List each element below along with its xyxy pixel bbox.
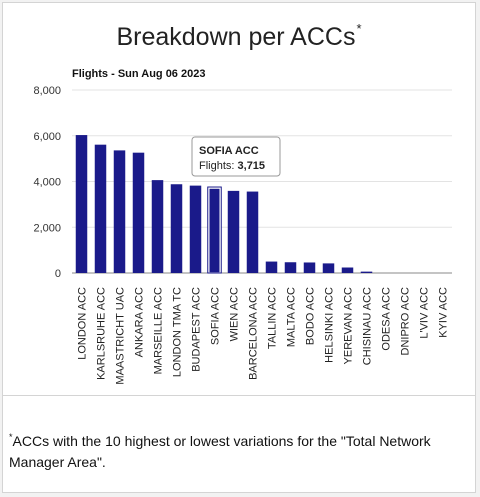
bar[interactable]	[322, 263, 335, 273]
x-tick-label: TALLIN ACC	[267, 287, 279, 349]
bar[interactable]	[113, 150, 126, 273]
bar[interactable]	[132, 152, 145, 273]
bar[interactable]	[151, 180, 164, 273]
x-tick-label: ANKARA ACC	[134, 287, 146, 357]
x-tick-label: DNIPRO ACC	[400, 287, 412, 356]
footnote-mark: *	[9, 432, 13, 442]
tooltip-body: Flights: 3,715	[199, 160, 265, 172]
bars	[75, 135, 373, 274]
y-tick-label: 4,000	[33, 177, 61, 189]
bar[interactable]	[341, 267, 354, 273]
bar[interactable]	[246, 191, 259, 273]
bar[interactable]	[284, 262, 297, 273]
tooltip: SOFIA ACC Flights: 3,715	[191, 136, 281, 177]
chart-title: Flights - Sun Aug 06 2023	[72, 68, 205, 80]
x-tick-label: KYIV ACC	[438, 287, 450, 338]
x-tick-label: LONDON TMA TC	[172, 287, 184, 377]
bar[interactable]	[360, 271, 373, 273]
bar[interactable]	[265, 261, 278, 273]
y-tick-label: 6,000	[33, 131, 61, 143]
x-tick-label: MAASTRICHT UAC	[115, 287, 127, 385]
x-tick-label: SOFIA ACC	[210, 287, 222, 345]
x-tick-label: LONDON ACC	[77, 287, 89, 360]
x-tick-label: KARLSRUHE ACC	[96, 287, 108, 380]
x-tick-label: BODO ACC	[305, 287, 317, 345]
x-tick-label: BUDAPEST ACC	[191, 287, 203, 372]
tooltip-value: 3,715	[238, 160, 266, 172]
y-axis: 0 2,000 4,000 6,000 8,000	[33, 85, 61, 280]
tooltip-title: SOFIA ACC	[199, 145, 259, 157]
x-tick-label: MALTA ACC	[286, 287, 298, 347]
bar[interactable]	[303, 262, 316, 273]
tooltip-box	[191, 136, 281, 177]
y-tick-label: 2,000	[33, 222, 61, 234]
bar-highlight-outline	[207, 186, 222, 274]
footnote-divider	[3, 395, 475, 396]
page-title-text: Breakdown per ACCs	[116, 23, 356, 51]
bar[interactable]	[189, 185, 202, 273]
bar[interactable]	[227, 190, 240, 273]
page-title: Breakdown per ACCs*	[3, 21, 475, 52]
bar[interactable]	[170, 184, 183, 273]
y-tick-label: 8,000	[33, 85, 61, 97]
tooltip-label: Flights:	[199, 160, 238, 172]
x-tick-label: CHISINAU ACC	[362, 287, 374, 365]
bar[interactable]	[75, 135, 88, 273]
x-tick-label: MARSEILLE ACC	[153, 287, 165, 374]
y-tick-label: 0	[55, 268, 61, 280]
chart-grid	[72, 89, 452, 274]
x-tick-label: WIEN ACC	[229, 287, 241, 341]
footnote-text: ACCs with the 10 highest or lowest varia…	[9, 433, 431, 470]
x-tick-label: ODESA ACC	[381, 287, 393, 351]
bar-highlighted[interactable]	[208, 187, 221, 274]
bar[interactable]	[94, 144, 107, 273]
x-tick-label: L'VIV ACC	[419, 287, 431, 339]
x-tick-label: HELSINKI ACC	[324, 287, 336, 363]
title-footnote-mark: *	[356, 21, 362, 36]
x-tick-label: BARCELONA ACC	[248, 287, 260, 380]
x-tick-label: YEREVAN ACC	[343, 287, 355, 364]
x-axis: LONDON ACC KARLSRUHE ACC MAASTRICHT UAC ANK…	[77, 287, 450, 385]
footnote: *ACCs with the 10 highest or lowest vari…	[9, 427, 471, 473]
